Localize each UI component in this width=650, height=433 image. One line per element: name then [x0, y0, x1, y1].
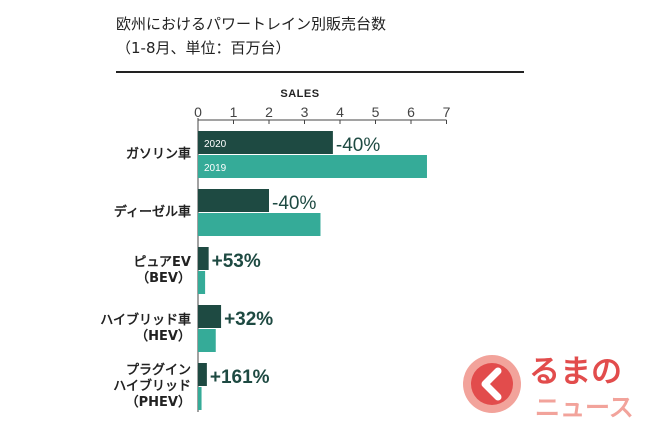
category-label: ディーゼル車 [114, 204, 191, 220]
bar-2019 [198, 271, 206, 294]
bar-2019 [198, 155, 427, 178]
chart-title-line-2: （1-8月、単位：百万台） [116, 39, 291, 57]
change-label: +32% [224, 309, 273, 330]
change-label: +161% [210, 367, 270, 388]
bar-2020 [198, 131, 333, 154]
series-label-2019: 2019 [204, 163, 227, 174]
x-tick-label: 7 [443, 104, 451, 120]
logo-text-top: るまの [529, 354, 622, 390]
category-label: ハイブリッド車 [100, 312, 191, 328]
bar-2020 [198, 189, 269, 212]
chart-title: 欧州におけるパワートレイン別販売台数 （1-8月、単位：百万台） [116, 12, 386, 60]
bar-2020 [198, 363, 207, 386]
x-tick-label: 6 [407, 104, 415, 120]
logo-circle-inner [471, 363, 513, 405]
category-label: ガソリン車 [126, 146, 191, 162]
category-label: （HEV） [135, 328, 191, 344]
x-tick-label: 2 [265, 104, 273, 120]
x-tick-label: 3 [301, 104, 309, 120]
chart-title-line-1: 欧州におけるパワートレイン別販売台数 [116, 15, 387, 33]
x-tick-label: 0 [194, 104, 202, 120]
x-axis-title: SALES [280, 88, 319, 100]
logo-chevron-icon [481, 367, 502, 401]
logo-text-bottom: ニュース [535, 393, 634, 422]
title-divider [116, 71, 524, 73]
bar-2019 [198, 387, 202, 410]
x-tick-label: 1 [230, 104, 238, 120]
bar-2019 [198, 213, 321, 236]
bar-2020 [198, 247, 209, 270]
change-label: +53% [212, 251, 261, 272]
bar-2019 [198, 329, 216, 352]
bar-2020 [198, 305, 222, 328]
category-label: （PHEV） [126, 394, 191, 410]
category-label: ハイブリッド [113, 378, 191, 394]
series-label-2020: 2020 [204, 139, 227, 150]
category-label: （BEV） [136, 270, 191, 286]
change-label: -40% [272, 193, 316, 214]
category-label: ピュアEV [133, 255, 191, 270]
category-label: プラグイン [126, 362, 191, 378]
x-tick-label: 4 [336, 104, 344, 120]
kurumanonews-logo: るまの ニュース [463, 354, 634, 422]
change-label: -40% [336, 135, 380, 156]
x-tick-label: 5 [372, 104, 380, 120]
